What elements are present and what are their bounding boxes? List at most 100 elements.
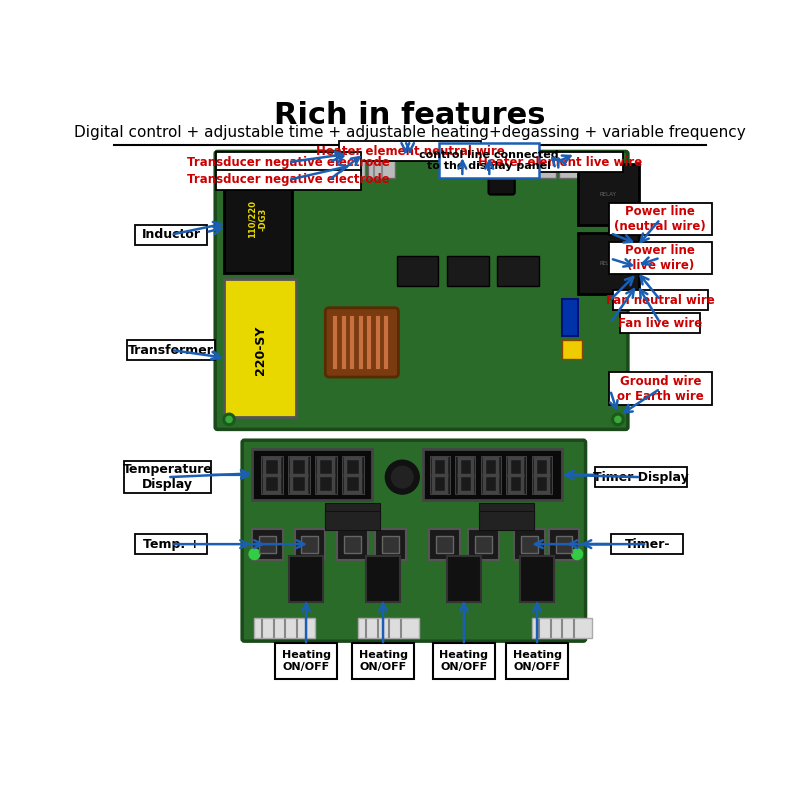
Circle shape xyxy=(226,158,232,165)
Text: Heating
ON/OFF: Heating ON/OFF xyxy=(439,650,488,672)
Text: control line connected
to the display panel: control line connected to the display pa… xyxy=(418,150,558,171)
FancyBboxPatch shape xyxy=(382,536,399,553)
Text: Heater element neutral wire: Heater element neutral wire xyxy=(316,145,504,158)
FancyBboxPatch shape xyxy=(325,503,380,522)
Text: Heating
ON/OFF: Heating ON/OFF xyxy=(282,650,330,672)
FancyBboxPatch shape xyxy=(497,152,623,172)
Text: Transducer negative electrode: Transducer negative electrode xyxy=(187,174,390,186)
FancyBboxPatch shape xyxy=(439,154,485,176)
FancyBboxPatch shape xyxy=(532,455,552,494)
FancyBboxPatch shape xyxy=(339,142,481,162)
FancyBboxPatch shape xyxy=(478,511,534,530)
FancyBboxPatch shape xyxy=(609,203,712,235)
FancyBboxPatch shape xyxy=(344,536,361,553)
FancyBboxPatch shape xyxy=(562,340,582,358)
Text: 220-SY: 220-SY xyxy=(254,326,267,374)
FancyBboxPatch shape xyxy=(436,536,453,553)
FancyBboxPatch shape xyxy=(611,534,683,554)
FancyBboxPatch shape xyxy=(397,256,438,286)
FancyBboxPatch shape xyxy=(439,143,538,178)
FancyBboxPatch shape xyxy=(609,373,712,405)
FancyBboxPatch shape xyxy=(252,529,283,559)
Text: Transducer negative electrode: Transducer negative electrode xyxy=(187,156,390,169)
FancyBboxPatch shape xyxy=(302,536,318,553)
FancyBboxPatch shape xyxy=(254,618,315,638)
FancyBboxPatch shape xyxy=(135,534,207,554)
FancyBboxPatch shape xyxy=(123,461,211,494)
FancyBboxPatch shape xyxy=(481,455,501,494)
FancyBboxPatch shape xyxy=(520,557,554,602)
FancyBboxPatch shape xyxy=(558,152,586,178)
FancyBboxPatch shape xyxy=(447,557,481,602)
FancyBboxPatch shape xyxy=(549,529,579,559)
Circle shape xyxy=(572,549,582,559)
Text: Digital control + adjustable time + adjustable heating+degassing + variable freq: Digital control + adjustable time + adju… xyxy=(74,126,746,141)
Text: Power line
(neutral wire): Power line (neutral wire) xyxy=(614,206,706,234)
FancyBboxPatch shape xyxy=(127,340,215,360)
FancyBboxPatch shape xyxy=(342,455,364,494)
Circle shape xyxy=(612,414,624,426)
FancyBboxPatch shape xyxy=(562,298,578,336)
FancyBboxPatch shape xyxy=(215,151,628,430)
Text: Fan live wire: Fan live wire xyxy=(618,317,702,330)
FancyBboxPatch shape xyxy=(532,618,593,638)
Text: Ground wire
or Earth wire: Ground wire or Earth wire xyxy=(617,374,704,402)
Circle shape xyxy=(612,155,624,168)
FancyBboxPatch shape xyxy=(215,170,361,190)
FancyBboxPatch shape xyxy=(224,279,296,417)
FancyBboxPatch shape xyxy=(528,152,555,178)
Circle shape xyxy=(391,466,413,488)
FancyBboxPatch shape xyxy=(620,313,700,333)
Text: Fan neutral wire: Fan neutral wire xyxy=(606,294,714,306)
Text: Inductor: Inductor xyxy=(142,228,201,241)
FancyBboxPatch shape xyxy=(215,152,361,172)
FancyBboxPatch shape xyxy=(613,290,708,310)
FancyBboxPatch shape xyxy=(224,166,292,273)
Text: Heating
ON/OFF: Heating ON/OFF xyxy=(513,650,562,672)
Text: Timer Display: Timer Display xyxy=(593,470,689,484)
FancyBboxPatch shape xyxy=(478,503,534,522)
Text: Rich in features: Rich in features xyxy=(274,101,546,130)
FancyBboxPatch shape xyxy=(430,529,460,559)
Text: Power line
(live wire): Power line (live wire) xyxy=(626,244,695,272)
FancyBboxPatch shape xyxy=(595,467,687,487)
Text: Transformer: Transformer xyxy=(128,344,214,357)
Circle shape xyxy=(615,416,621,422)
Text: 110/220
-DG3: 110/220 -DG3 xyxy=(248,200,267,238)
FancyBboxPatch shape xyxy=(289,557,323,602)
FancyBboxPatch shape xyxy=(294,529,326,559)
FancyBboxPatch shape xyxy=(252,450,372,500)
FancyBboxPatch shape xyxy=(358,618,419,638)
FancyBboxPatch shape xyxy=(430,455,450,494)
FancyBboxPatch shape xyxy=(506,643,568,679)
FancyBboxPatch shape xyxy=(288,455,310,494)
FancyBboxPatch shape xyxy=(578,233,638,294)
FancyBboxPatch shape xyxy=(326,308,398,377)
FancyBboxPatch shape xyxy=(521,536,538,553)
FancyBboxPatch shape xyxy=(369,152,394,178)
FancyBboxPatch shape xyxy=(455,455,475,494)
FancyBboxPatch shape xyxy=(474,536,492,553)
FancyBboxPatch shape xyxy=(325,511,380,530)
FancyBboxPatch shape xyxy=(262,455,283,494)
FancyBboxPatch shape xyxy=(352,643,414,679)
Text: Heating
ON/OFF: Heating ON/OFF xyxy=(358,650,407,672)
Text: RELAY: RELAY xyxy=(599,192,616,197)
Circle shape xyxy=(223,414,235,426)
FancyBboxPatch shape xyxy=(242,440,586,641)
FancyBboxPatch shape xyxy=(275,643,337,679)
Text: Heater element live wire: Heater element live wire xyxy=(478,156,642,169)
Circle shape xyxy=(226,416,232,422)
Circle shape xyxy=(386,460,419,494)
Circle shape xyxy=(615,158,621,165)
FancyBboxPatch shape xyxy=(555,536,573,553)
Text: Temp. +: Temp. + xyxy=(142,538,200,550)
FancyBboxPatch shape xyxy=(497,256,538,286)
FancyBboxPatch shape xyxy=(468,529,498,559)
FancyBboxPatch shape xyxy=(609,242,712,274)
FancyBboxPatch shape xyxy=(447,256,489,286)
Text: RELAY: RELAY xyxy=(599,262,616,266)
FancyBboxPatch shape xyxy=(514,529,545,559)
FancyBboxPatch shape xyxy=(375,529,406,559)
FancyBboxPatch shape xyxy=(578,164,638,225)
